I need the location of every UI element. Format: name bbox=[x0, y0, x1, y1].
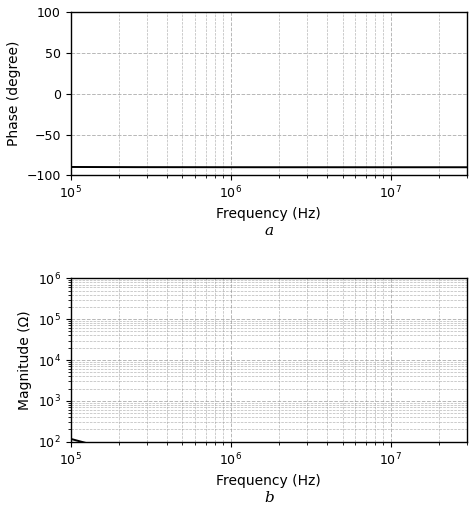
Y-axis label: Phase (degree): Phase (degree) bbox=[7, 41, 21, 146]
Y-axis label: Magnitude (Ω): Magnitude (Ω) bbox=[18, 310, 32, 410]
Text: a: a bbox=[264, 224, 273, 238]
X-axis label: Frequency (Hz): Frequency (Hz) bbox=[217, 474, 321, 488]
X-axis label: Frequency (Hz): Frequency (Hz) bbox=[217, 207, 321, 221]
Text: b: b bbox=[264, 491, 273, 505]
